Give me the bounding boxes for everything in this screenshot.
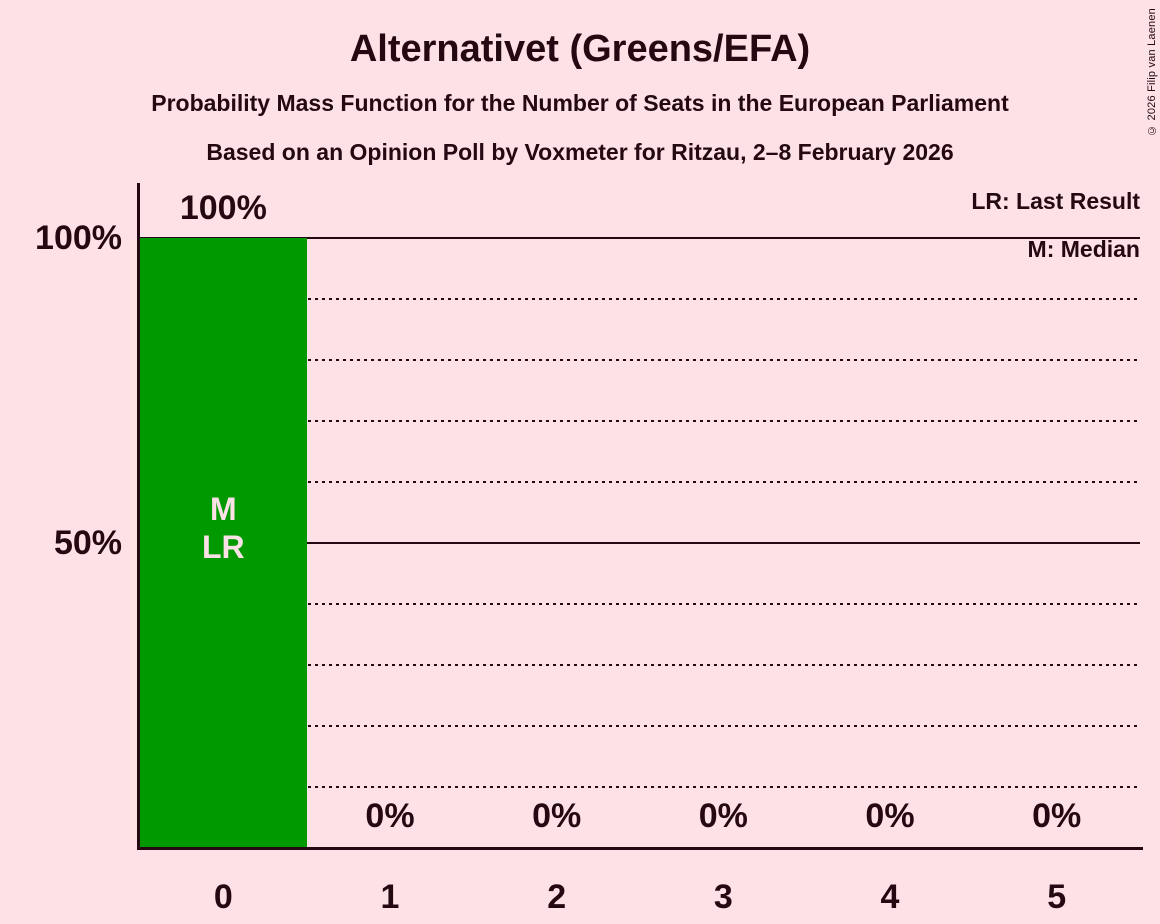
gridline-dotted-90 [140, 298, 1140, 300]
chart-subtitle-line1: Probability Mass Function for the Number… [151, 90, 1009, 116]
y-tick-label-50: 50% [53, 524, 122, 562]
bar-value-label-4: 0% [865, 797, 915, 835]
x-tick-label-3: 3 [713, 878, 733, 916]
bar-value-label-3: 0% [698, 797, 748, 835]
bar-value-label-2: 0% [532, 797, 582, 835]
gridline-dotted-30 [140, 664, 1140, 666]
x-tick-label-0: 0 [213, 878, 233, 916]
gridline-dotted-40 [140, 603, 1140, 605]
x-tick-label-5: 5 [1047, 878, 1067, 916]
y-tick-label-100: 100% [35, 219, 122, 257]
bar-value-label-1: 0% [365, 797, 415, 835]
bar-annotation-line-lr: LR [202, 528, 245, 565]
legend-last-result: LR: Last Result [971, 188, 1140, 214]
gridline-solid-50 [140, 542, 1140, 544]
gridline-dotted-80 [140, 359, 1140, 361]
x-tick-label-4: 4 [880, 878, 900, 916]
x-tick-label-1: 1 [380, 878, 400, 916]
chart-title: Alternativet (Greens/EFA) [349, 28, 811, 70]
bar-annotation-line-m: M [210, 490, 237, 527]
gridline-dotted-70 [140, 420, 1140, 422]
bar-value-label-5: 0% [1032, 797, 1082, 835]
x-axis-line [137, 847, 1143, 850]
bar-annotation-median-lastresult: M LR [140, 490, 307, 566]
y-axis-line [137, 183, 140, 850]
bar-seats-0 [140, 238, 307, 848]
gridline-dotted-20 [140, 725, 1140, 727]
chart-subtitle-line2: Based on an Opinion Poll by Voxmeter for… [206, 139, 954, 165]
gridline-dotted-10 [140, 786, 1140, 788]
gridline-dotted-60 [140, 481, 1140, 483]
x-tick-label-2: 2 [547, 878, 567, 916]
legend-median: M: Median [1027, 236, 1140, 262]
bar-value-label-0: 100% [179, 189, 267, 227]
gridline-solid-100 [140, 237, 1140, 239]
plot-area: 100% 0 M LR 0% 1 0% 2 0% 3 0% 4 0% 5 [140, 189, 1140, 916]
